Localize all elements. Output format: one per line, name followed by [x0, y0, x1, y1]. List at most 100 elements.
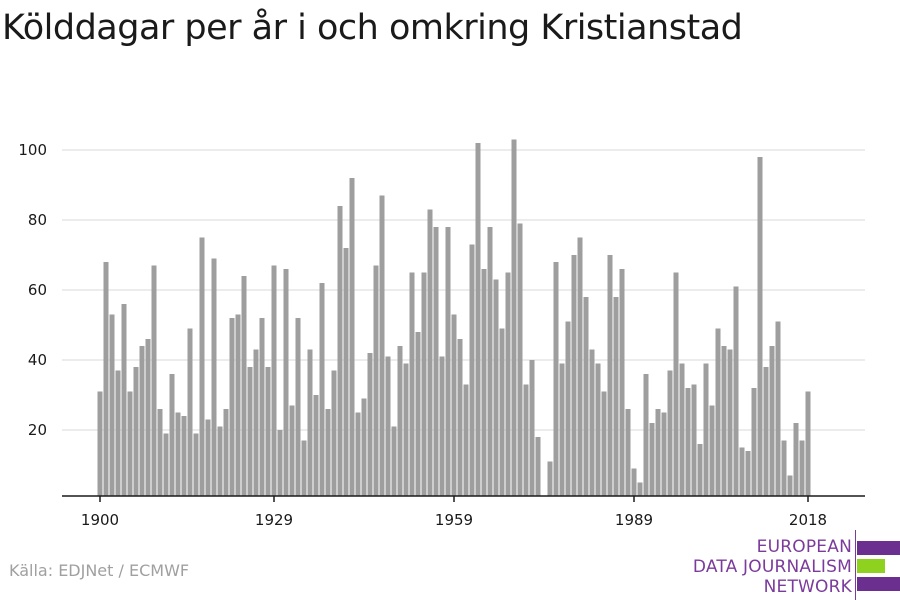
bar-1998 — [685, 388, 691, 496]
chart-title: Kölddagar per år i och omkring Kristians… — [2, 8, 743, 48]
bar-1919 — [211, 258, 217, 496]
y-tick-label: 40 — [28, 351, 47, 369]
bar-2011 — [763, 367, 769, 496]
bar-1945 — [367, 353, 373, 496]
bar-1997 — [679, 363, 685, 496]
bar-1917 — [199, 237, 205, 496]
bar-1907 — [139, 346, 145, 496]
bar-1972 — [529, 360, 535, 496]
axes: 20 40 60 80 100 1900 1929 1959 1989 2018 — [18, 141, 865, 529]
x-tick-label: 2018 — [789, 511, 827, 529]
bar-1988 — [625, 409, 631, 496]
bar-1924 — [241, 276, 247, 496]
bar-1968 — [505, 272, 511, 496]
bar-1952 — [409, 272, 415, 496]
bar-1930 — [277, 430, 283, 496]
bar-1996 — [673, 272, 679, 496]
bar-2007 — [739, 447, 745, 496]
x-tick-label: 1989 — [615, 511, 653, 529]
bar-1993 — [655, 409, 661, 496]
bar-1922 — [229, 318, 235, 496]
bar-2010 — [757, 157, 763, 496]
bar-1940 — [337, 206, 343, 496]
logo-divider — [855, 530, 856, 600]
bar-1903 — [115, 370, 121, 496]
bar-2005 — [727, 349, 733, 496]
bar-1950 — [397, 346, 403, 496]
bar-1920 — [217, 426, 223, 496]
bar-2002 — [709, 405, 715, 496]
bar-1934 — [301, 440, 307, 496]
bar-1937 — [319, 283, 325, 496]
y-tick-label: 80 — [28, 211, 47, 229]
bar-1910 — [157, 409, 163, 496]
bar-1961 — [463, 384, 469, 496]
bar-1969 — [511, 139, 517, 496]
bar-1901 — [103, 262, 109, 496]
bar-1916 — [193, 433, 199, 496]
bar-1932 — [289, 405, 295, 496]
bar-1943 — [355, 412, 361, 496]
bar-2018 — [805, 391, 811, 496]
bar-1963 — [475, 143, 481, 496]
bar-1980 — [577, 237, 583, 496]
logo-text-data-journalism: DATA JOURNALISM — [692, 557, 852, 577]
bar-1948 — [385, 356, 391, 496]
bar-1981 — [583, 297, 589, 496]
bars — [97, 139, 811, 496]
logo-bar-purple-bottom — [857, 577, 900, 591]
bar-2009 — [751, 388, 757, 496]
bar-1925 — [247, 367, 253, 496]
bar-1921 — [223, 409, 229, 496]
bar-1912 — [169, 374, 175, 496]
edjnet-logo[interactable]: EUROPEAN DATA JOURNALISM NETWORK — [693, 530, 900, 600]
bar-1962 — [469, 244, 475, 496]
bar-2001 — [703, 363, 709, 496]
bar-1985 — [607, 255, 613, 496]
bar-1971 — [523, 384, 529, 496]
bar-1966 — [493, 279, 499, 496]
bar-2012 — [769, 346, 775, 496]
bar-2013 — [775, 321, 781, 496]
logo-text-network: NETWORK — [763, 577, 852, 597]
bar-1931 — [283, 269, 289, 496]
bar-1965 — [487, 227, 493, 496]
bar-1942 — [349, 178, 355, 496]
logo-bar-green — [857, 559, 885, 573]
bar-1982 — [589, 349, 595, 496]
bar-1946 — [373, 265, 379, 496]
bar-1926 — [253, 349, 259, 496]
bar-1973 — [535, 437, 541, 496]
x-tick-label: 1929 — [255, 511, 293, 529]
bar-1951 — [403, 363, 409, 496]
bar-1956 — [433, 227, 439, 496]
bar-2015 — [787, 475, 793, 496]
logo-bar-purple-top — [857, 541, 900, 555]
bar-2003 — [715, 328, 721, 496]
y-tick-label: 60 — [28, 281, 47, 299]
bar-1938 — [325, 409, 331, 496]
bar-1989 — [631, 468, 637, 496]
bar-2008 — [745, 451, 751, 496]
bar-1959 — [451, 314, 457, 496]
x-tick-label: 1900 — [81, 511, 119, 529]
bar-1987 — [619, 269, 625, 496]
bar-1928 — [265, 367, 271, 496]
bar-1914 — [181, 416, 187, 496]
bar-1978 — [565, 321, 571, 496]
bar-1957 — [439, 356, 445, 496]
bar-1954 — [421, 272, 427, 496]
bar-1929 — [271, 265, 277, 496]
bar-1958 — [445, 227, 451, 496]
bar-1999 — [691, 384, 697, 496]
bar-1927 — [259, 318, 265, 496]
bar-1933 — [295, 318, 301, 496]
bar-1944 — [361, 398, 367, 496]
bar-1939 — [331, 370, 337, 496]
bar-1918 — [205, 419, 211, 496]
bar-1975 — [547, 461, 553, 496]
bar-1970 — [517, 223, 523, 496]
bar-2016 — [793, 423, 799, 496]
